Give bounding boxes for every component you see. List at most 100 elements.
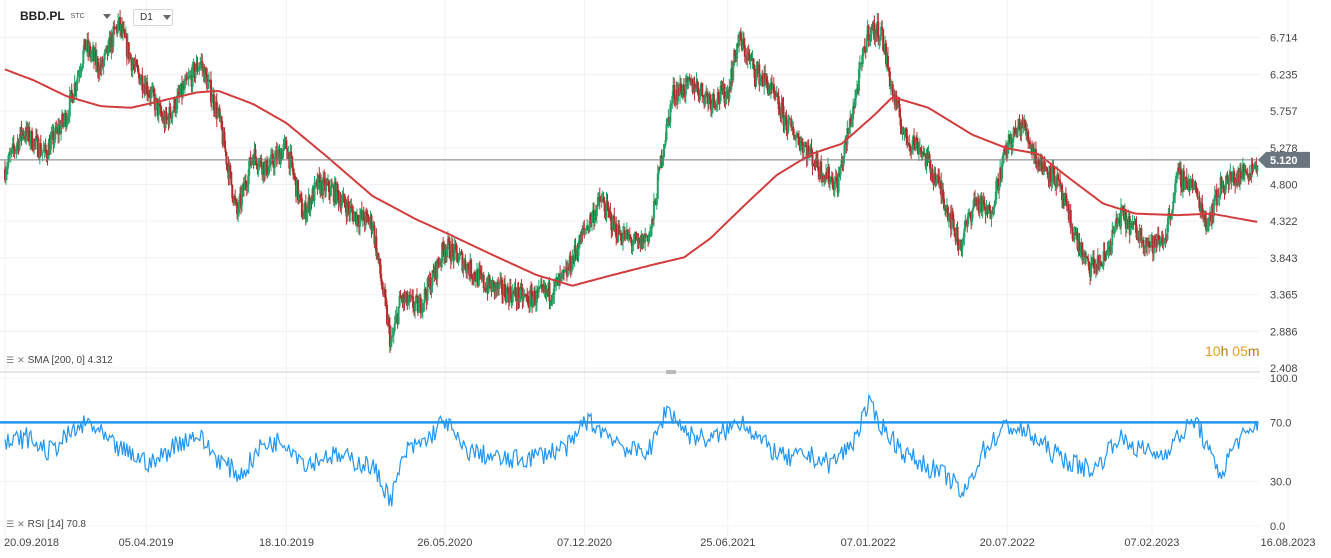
candle-body <box>541 285 544 288</box>
candle-body <box>799 141 802 151</box>
candle-body <box>231 184 234 199</box>
candle-body <box>68 94 71 117</box>
candle-body <box>1243 168 1246 176</box>
candle-body <box>747 53 750 55</box>
candle-body <box>448 240 451 259</box>
candle-body <box>518 298 521 302</box>
candle-body <box>1239 171 1242 179</box>
candle-body <box>631 244 634 246</box>
candle-body <box>908 142 911 146</box>
candle-body <box>479 271 482 274</box>
rsi-label-text: RSI [14] 70.8 <box>27 519 86 530</box>
candle-body <box>571 256 574 270</box>
countdown-minutes-unit: m <box>1247 343 1260 359</box>
settings-icon[interactable]: ☰ <box>6 355 15 365</box>
candle-body <box>1012 127 1015 139</box>
candle-body <box>351 207 354 213</box>
candle-body <box>297 179 300 201</box>
candle-body <box>155 98 158 100</box>
candle-body <box>1157 235 1160 241</box>
candle-body <box>370 215 373 231</box>
candle-body <box>1107 248 1110 251</box>
candle-body <box>210 100 213 103</box>
rsi-indicator-label[interactable]: ☰ ✕ RSI [14] 70.8 <box>6 519 86 530</box>
candle-body <box>662 148 665 159</box>
candle-body <box>532 299 535 307</box>
close-icon[interactable]: ✕ <box>17 355 25 365</box>
candle-body <box>187 76 190 79</box>
candle-body <box>961 240 964 249</box>
candle-body <box>583 227 586 230</box>
candle-body <box>1213 195 1216 201</box>
candle-body <box>520 286 523 288</box>
settings-icon[interactable]: ☰ <box>6 519 15 529</box>
candle-body <box>697 87 700 96</box>
candle-body <box>671 96 674 105</box>
candle-body <box>423 288 426 303</box>
candle-body <box>335 184 338 203</box>
candle-body <box>414 303 417 311</box>
candle-body <box>874 29 877 41</box>
candle-body <box>1189 180 1192 188</box>
candle-body <box>570 269 573 272</box>
candle-body <box>380 273 383 282</box>
candle-body <box>761 76 764 81</box>
candle-body <box>868 39 871 41</box>
candle-body <box>752 58 755 66</box>
candle-body <box>797 137 800 145</box>
symbol-selector[interactable]: BBD.PL STC <box>20 9 111 23</box>
candle-body <box>982 200 985 204</box>
candle-body <box>79 71 82 74</box>
candle-body <box>782 106 785 126</box>
candle-body <box>527 296 530 306</box>
candle-body <box>783 117 786 126</box>
candle-body <box>150 91 153 99</box>
candle-body <box>994 199 997 205</box>
candle-body <box>591 215 594 224</box>
close-icon[interactable]: ✕ <box>17 519 25 529</box>
candle-body <box>1111 229 1114 246</box>
candle-body <box>191 64 194 87</box>
candle-body <box>432 270 435 273</box>
sma-indicator-label[interactable]: ☰ ✕ SMA [200, 0] 4.312 <box>6 355 113 366</box>
candle-body <box>290 151 293 157</box>
candle-body <box>863 46 866 51</box>
time-tick-label: 07.12.2020 <box>557 537 612 549</box>
candle-body <box>1245 171 1248 174</box>
candle-body <box>135 60 138 66</box>
candle-body <box>917 147 920 154</box>
candle-body <box>867 25 870 41</box>
candle-body <box>273 156 276 169</box>
candle-body <box>420 312 423 314</box>
candle-body <box>501 280 504 295</box>
candle-body <box>235 200 238 203</box>
candle-body <box>963 228 966 238</box>
candle-body <box>886 55 889 68</box>
candle-body <box>1129 223 1132 235</box>
candle-body <box>113 26 116 28</box>
candle-body <box>67 116 70 118</box>
pane-resize-handle[interactable] <box>666 370 676 374</box>
candle-body <box>1142 239 1145 247</box>
candle-body <box>869 34 872 40</box>
candle-body <box>1131 222 1134 225</box>
candle-body <box>1149 245 1152 247</box>
timeframe-selector[interactable]: D1 <box>133 9 173 26</box>
candle-body <box>271 153 274 165</box>
candle-body <box>1028 140 1031 143</box>
candle-body <box>430 285 433 293</box>
candle-body <box>1018 118 1021 127</box>
candle-body <box>178 91 181 95</box>
last-price-badge: 5.120 <box>1258 151 1310 168</box>
candle-body <box>632 242 635 245</box>
candle-body <box>281 150 284 160</box>
candle-body <box>85 49 88 51</box>
candle-body <box>362 211 365 222</box>
candle-body <box>585 229 588 231</box>
candle-body <box>736 43 739 60</box>
candle-body <box>204 68 207 83</box>
candle-body <box>1006 147 1009 154</box>
candle-body <box>946 206 949 220</box>
candle-body <box>503 283 506 298</box>
